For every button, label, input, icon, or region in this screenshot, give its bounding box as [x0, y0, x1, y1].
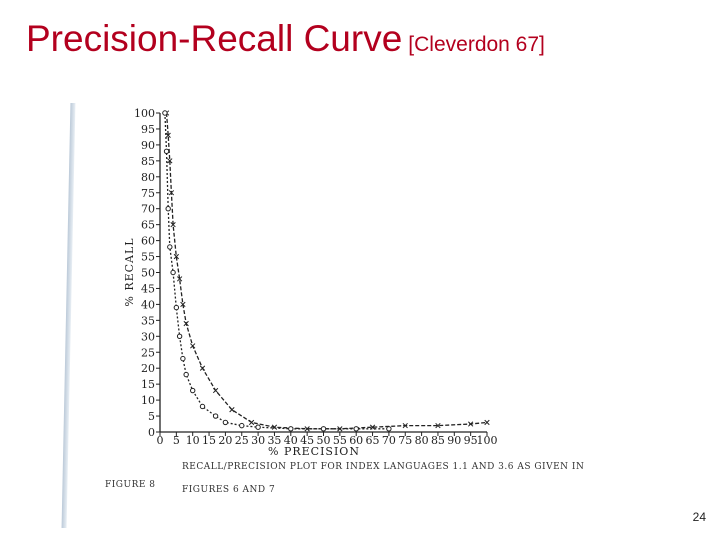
- y-tick-label: 65: [141, 219, 155, 232]
- y-tick-label: 50: [141, 267, 155, 280]
- y-tick-label: 80: [141, 171, 155, 184]
- x-tick-label: 55: [333, 434, 347, 447]
- data-point-o: [255, 424, 261, 430]
- data-point-o: [386, 426, 392, 432]
- figure-caption-line1: RECALL/PRECISION PLOT FOR INDEX LANGUAGE…: [182, 462, 585, 472]
- chart-series: [162, 110, 490, 432]
- data-point-x: [199, 365, 206, 371]
- x-tick-label: 80: [415, 434, 429, 447]
- x-tick-label: 30: [251, 434, 265, 447]
- data-point-o: [222, 419, 229, 426]
- x-ticks: 0 5 10 15 20 25 30 35 40 45 50 55 60 65 70 75 80 85 90 9510…: [157, 432, 498, 447]
- data-point-x: [165, 132, 171, 138]
- data-point-o: [183, 371, 189, 378]
- x-tick-label: 65: [366, 434, 380, 447]
- x-tick-label: 60: [349, 434, 363, 447]
- data-point-x: [402, 422, 408, 429]
- y-axis-title: % RECALL: [123, 237, 136, 306]
- data-point-o: [190, 387, 196, 394]
- title-main: Precision-Recall Curve: [26, 18, 403, 59]
- series-line-x: [165, 112, 488, 430]
- y-tick-label: 0: [148, 426, 155, 439]
- data-point-o: [173, 304, 180, 311]
- x-tick-label: 0: [157, 434, 164, 447]
- data-point-x: [271, 424, 278, 430]
- data-point-o: [167, 244, 173, 250]
- data-point-o: [176, 333, 183, 339]
- x-tick-label: 75: [398, 434, 412, 447]
- y-tick-label: 60: [141, 235, 155, 248]
- data-point-x: [229, 407, 235, 413]
- x-tick-label: 70: [382, 434, 396, 447]
- figure-label: FIGURE 8: [105, 480, 156, 490]
- data-point-x: [168, 190, 175, 196]
- chart-axes: [159, 113, 487, 433]
- y-tick-label: 40: [141, 298, 155, 311]
- x-tick-label: 45: [300, 434, 314, 447]
- x-tick-label: 100: [477, 434, 498, 447]
- data-point-o: [199, 403, 206, 410]
- data-point-o: [353, 426, 359, 432]
- x-tick-label: 85: [431, 434, 445, 447]
- y-tick-label: 5: [148, 410, 155, 423]
- y-tick-label: 100: [134, 107, 155, 120]
- x-axis-title: % PRECISION: [268, 445, 360, 458]
- data-point-o: [163, 148, 170, 154]
- x-tick-label: 95: [464, 434, 478, 447]
- x-tick-label: 5: [173, 434, 180, 447]
- page-number: 24: [692, 510, 706, 524]
- data-point-o: [239, 422, 245, 429]
- title-citation: [Cleverdon 67]: [408, 33, 545, 56]
- data-point-x: [435, 422, 441, 429]
- y-tick-label: 90: [141, 139, 155, 152]
- y-tick-label: 75: [141, 187, 155, 200]
- x-tick-label: 90: [447, 434, 461, 447]
- y-tick-label: 15: [141, 378, 155, 391]
- data-point-x: [248, 419, 255, 426]
- data-point-o: [288, 426, 294, 432]
- y-ticks: 0 5 10 15 20 25 30 35 40 45 50 55 60 65 70 75 80 85 90 95 10…: [134, 107, 160, 439]
- y-tick-label: 70: [141, 203, 155, 216]
- y-tick-label: 45: [141, 282, 155, 295]
- slide-title: Precision-Recall Curve [Cleverdon 67]: [26, 18, 545, 60]
- x-tick-label: 25: [235, 434, 249, 447]
- data-point-x: [167, 158, 173, 164]
- y-tick-label: 55: [141, 251, 155, 264]
- data-point-x: [183, 320, 189, 327]
- figure-caption-line2: FIGURES 6 AND 7: [182, 485, 276, 495]
- y-tick-label: 35: [141, 314, 155, 327]
- y-tick-label: 95: [141, 123, 155, 136]
- x-tick-label: 15: [202, 434, 216, 447]
- y-tick-label: 20: [141, 362, 155, 375]
- data-point-x: [176, 276, 183, 282]
- data-point-x: [484, 419, 490, 426]
- data-point-x: [180, 301, 186, 308]
- data-point-o: [170, 269, 176, 276]
- data-point-o: [165, 206, 171, 212]
- data-point-o: [180, 355, 186, 362]
- data-point-x: [212, 387, 219, 394]
- y-tick-label: 30: [141, 330, 155, 343]
- y-tick-label: 85: [141, 155, 155, 168]
- data-point-x: [170, 221, 176, 228]
- x-tick-label: 40: [284, 434, 298, 447]
- data-point-o: [212, 413, 219, 419]
- x-tick-label: 35: [267, 434, 281, 447]
- series-line-o: [164, 112, 389, 430]
- data-point-o: [162, 110, 168, 116]
- x-tick-label: 20: [218, 434, 232, 447]
- data-point-x: [173, 253, 180, 260]
- data-point-x: [467, 421, 474, 427]
- x-tick-label: 10: [186, 434, 200, 447]
- data-point-x: [190, 343, 196, 349]
- y-tick-label: 25: [141, 346, 155, 359]
- y-tick-label: 10: [141, 394, 155, 407]
- data-point-o: [320, 426, 327, 432]
- x-tick-label: 50: [317, 434, 331, 447]
